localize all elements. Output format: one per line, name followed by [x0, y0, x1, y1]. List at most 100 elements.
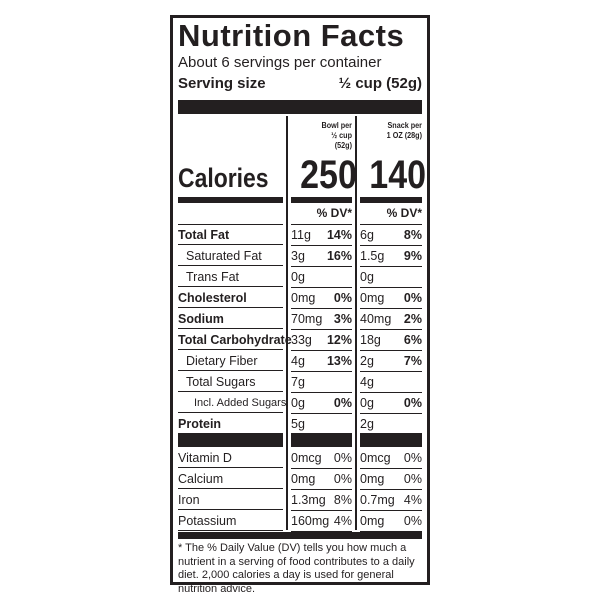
heading-line: ½ cup: [331, 130, 352, 140]
column-1-cell: 0mg 0%: [291, 469, 352, 490]
column-divider: [355, 116, 357, 530]
heading-line: Bowl per: [321, 120, 352, 130]
servings-per-container: About 6 servings per container: [178, 54, 382, 71]
nutrient-amount: 5g: [291, 417, 305, 431]
dv-row-rule: [178, 224, 283, 225]
nutrient-amount: 18g: [360, 333, 381, 347]
calories-column-1: 250: [300, 153, 357, 197]
calories-column-2: 140: [369, 153, 427, 197]
nutrient-name: Saturated Fat: [178, 246, 283, 266]
nutrient-amount: 0mg: [360, 514, 385, 528]
daily-value-percent: 0%: [403, 451, 422, 465]
column-1-cell: 1.3mg 8%: [291, 490, 352, 511]
column-2-cell: 0.7mg 4%: [360, 490, 422, 511]
nutrient-amount: 160mg: [291, 514, 330, 528]
serving-size-value: ½ cup (52g): [338, 75, 422, 92]
nutrition-facts-label: Nutrition Facts About 6 servings per con…: [170, 15, 430, 595]
nutrient-amount: 0g: [360, 396, 374, 410]
daily-value-percent: 8%: [333, 493, 352, 507]
daily-value-percent: 0%: [333, 396, 352, 410]
daily-value-percent: 13%: [326, 354, 352, 368]
column-2-cell: 0mg 0%: [360, 469, 422, 490]
nutrient-name: Iron: [178, 490, 283, 510]
daily-value-percent: 0%: [403, 514, 422, 528]
calories-divider: [360, 197, 422, 203]
column-1-cell: 5g: [291, 414, 352, 435]
daily-value-percent: 0%: [333, 472, 352, 486]
nutrient-amount: 0g: [360, 270, 374, 284]
table-row: Total Carbohydrate 33g 12% 18g 6%: [173, 330, 427, 351]
daily-value-percent: 0%: [333, 291, 352, 305]
column-2-cell: 0mg 0%: [360, 288, 422, 309]
table-row: Vitamin D 0mcg 0% 0mcg 0%: [173, 448, 427, 469]
heading-line: 1 OZ (28g): [386, 130, 422, 140]
table-row: Trans Fat 0g 0g: [173, 267, 427, 288]
daily-value-percent: 12%: [326, 333, 352, 347]
column-2-cell: 0g: [360, 267, 422, 288]
nutrient-name: Total Carbohydrate: [178, 330, 292, 350]
daily-value-percent: 3%: [333, 312, 352, 326]
table-row: Saturated Fat 3g 16% 1.5g 9%: [173, 246, 427, 267]
column-1-heading: Bowl per ½ cup (52g): [300, 120, 352, 150]
nutrient-amount: 1.5g: [360, 249, 385, 263]
column-2-heading: Snack per 1 OZ (28g): [369, 120, 422, 140]
nutrient-name: Sodium: [178, 309, 283, 329]
dv-header-column-1: % DV*: [291, 206, 352, 225]
nutrient-amount: 6g: [360, 228, 374, 242]
nutrient-amount: 70mg: [291, 312, 323, 326]
column-1-cell: 11g 14%: [291, 225, 352, 246]
daily-value-percent: 9%: [403, 249, 422, 263]
nutrient-name: Protein: [178, 414, 283, 434]
thick-divider: [360, 433, 422, 447]
calories-divider: [291, 197, 352, 203]
table-row: Total Fat 11g 14% 6g 8%: [173, 225, 427, 246]
nutrient-name: Incl. Added Sugars: [178, 393, 286, 413]
serving-size: Serving size ½ cup (52g): [178, 75, 422, 92]
nutrient-amount: 3g: [291, 249, 305, 263]
nutrient-amount: 0mg: [360, 291, 385, 305]
daily-value-percent: 4%: [403, 493, 422, 507]
thick-divider: [178, 100, 422, 114]
heading-line: (52g): [334, 140, 352, 150]
column-divider: [286, 116, 288, 530]
label-title: Nutrition Facts: [178, 18, 405, 53]
nutrient-amount: 33g: [291, 333, 312, 347]
nutrient-name: Cholesterol: [178, 288, 283, 308]
thick-divider: [291, 433, 352, 447]
column-1-cell: 7g: [291, 372, 352, 393]
nutrient-amount: 2g: [360, 417, 374, 431]
table-row: Total Sugars 7g 4g: [173, 372, 427, 393]
column-1-cell: 3g 16%: [291, 246, 352, 267]
nutrient-name: Dietary Fiber: [178, 351, 283, 371]
table-row: Sodium 70mg 3% 40mg 2%: [173, 309, 427, 330]
daily-value-percent: 0%: [403, 472, 422, 486]
nutrient-amount: 11g: [291, 228, 311, 242]
column-1-cell: 0g 0%: [291, 393, 352, 414]
daily-value-percent: 0%: [403, 291, 422, 305]
column-1-cell: 0g: [291, 267, 352, 288]
daily-value-percent: 6%: [403, 333, 422, 347]
daily-value-percent: 0%: [403, 396, 422, 410]
column-1-cell: 160mg 4%: [291, 511, 352, 532]
table-row: Protein 5g 2g: [173, 414, 427, 435]
daily-value-percent: 0%: [333, 451, 352, 465]
footnote: * The % Daily Value (DV) tells you how m…: [178, 542, 415, 595]
nutrient-amount: 40mg: [360, 312, 392, 326]
nutrient-name: Trans Fat: [178, 267, 283, 287]
table-row: Cholesterol 0mg 0% 0mg 0%: [173, 288, 427, 309]
daily-value-percent: 14%: [326, 228, 352, 242]
nutrient-amount: 0g: [291, 270, 305, 284]
column-2-cell: 2g 7%: [360, 351, 422, 372]
column-1-cell: 4g 13%: [291, 351, 352, 372]
nutrient-amount: 2g: [360, 354, 374, 368]
column-2-cell: 1.5g 9%: [360, 246, 422, 267]
nutrient-amount: 0mcg: [360, 451, 391, 465]
heading-line: Snack per: [387, 120, 422, 130]
nutrient-amount: 4g: [291, 354, 305, 368]
table-row: Incl. Added Sugars 0g 0% 0g 0%: [173, 393, 427, 414]
column-1-cell: 0mg 0%: [291, 288, 352, 309]
nutrient-amount: 0g: [291, 396, 305, 410]
nutrient-name: Calcium: [178, 469, 283, 489]
dv-header-column-2: % DV*: [360, 206, 422, 225]
daily-value-percent: 2%: [403, 312, 422, 326]
